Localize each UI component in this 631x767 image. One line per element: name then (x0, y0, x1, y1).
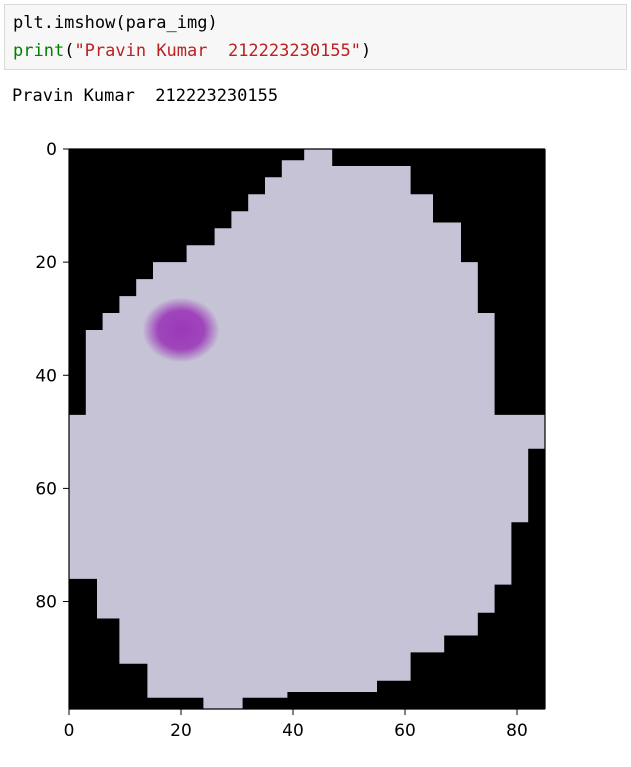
y-tick-label: 40 (35, 366, 57, 386)
code-line-print: print("Pravin Kumar 212223230155") (13, 41, 371, 61)
print-string-literal: "Pravin Kumar 212223230155" (74, 41, 362, 61)
cell-output-text: Pravin Kumar 212223230155 (12, 86, 279, 106)
code-line-imshow: plt.imshow(para_img) (13, 13, 218, 33)
y-tick-label: 60 (35, 479, 57, 499)
code-cell-input[interactable]: plt.imshow(para_img) print("Pravin Kumar… (4, 4, 627, 70)
open-paren: ( (64, 41, 75, 61)
cell-region (69, 149, 545, 709)
x-tick-label: 60 (394, 721, 416, 741)
y-tick-label: 80 (35, 593, 57, 613)
imshow-plot: 0 20 40 60 80 0 20 40 60 80 (0, 120, 631, 767)
y-tick-label: 0 (46, 140, 57, 160)
y-tick-label: 20 (35, 253, 57, 273)
x-tick-label: 20 (170, 721, 192, 741)
close-paren: ) (361, 41, 372, 61)
imshow-figure: 0 20 40 60 80 0 20 40 60 80 (35, 140, 546, 741)
x-tick-label: 0 (64, 721, 75, 741)
x-tick-label: 80 (506, 721, 528, 741)
x-tick-label: 40 (282, 721, 304, 741)
stain-region (142, 297, 220, 363)
print-keyword: print (13, 41, 65, 61)
